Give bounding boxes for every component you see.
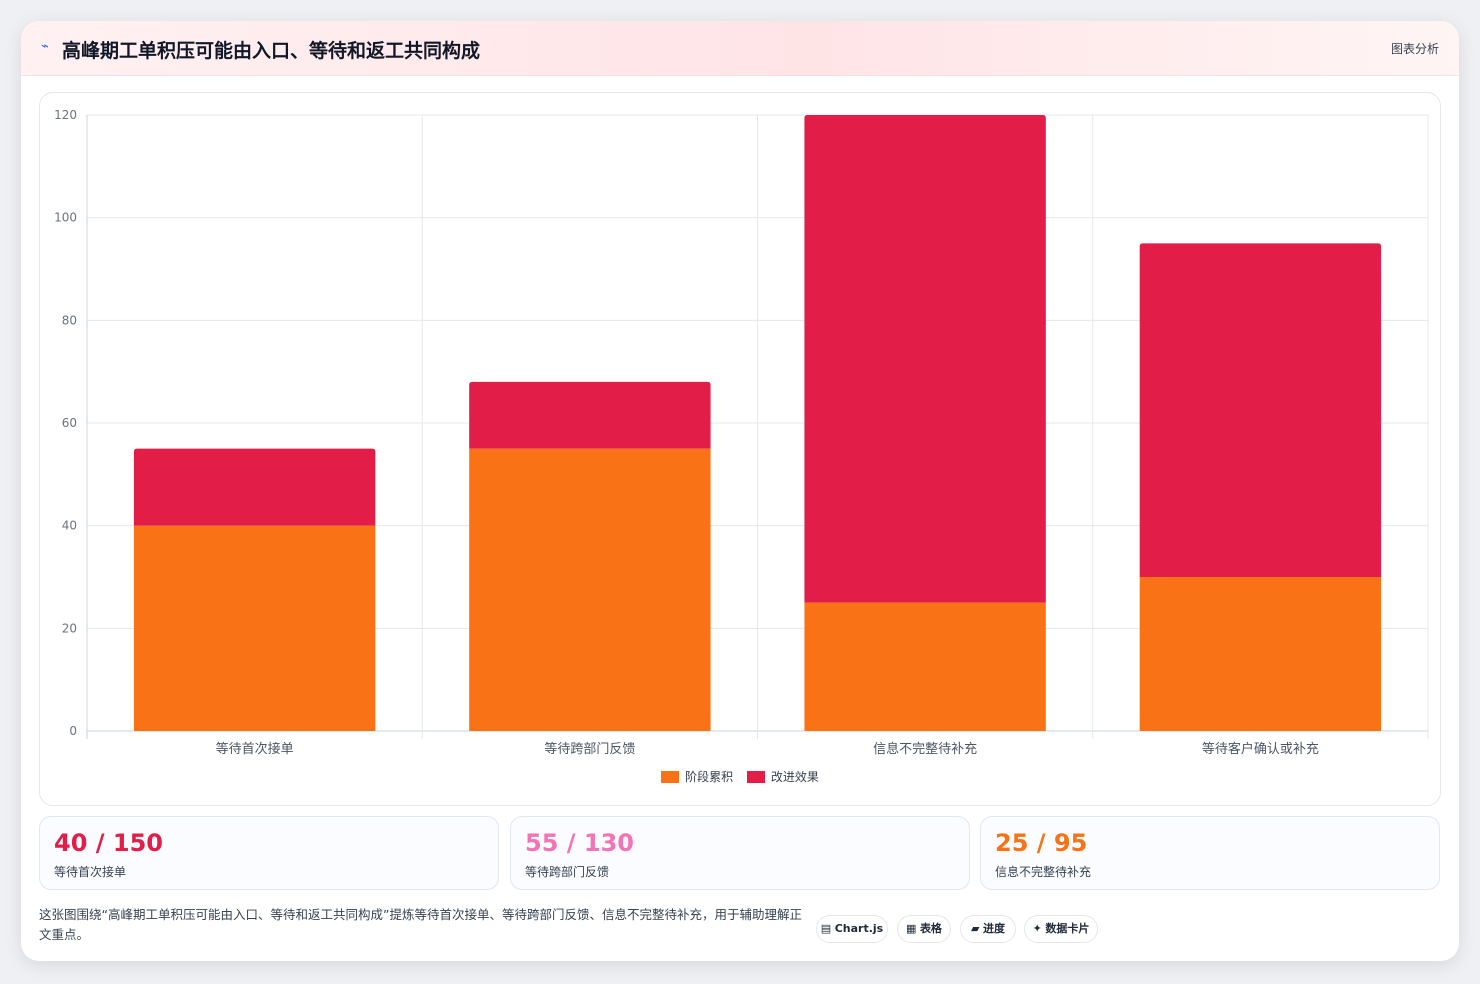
badge-progress[interactable]: ▰ 进度 bbox=[960, 915, 1016, 943]
stat-card: 25 / 95 信息不完整待补充 bbox=[980, 816, 1440, 890]
badge-table[interactable]: ▦ 表格 bbox=[897, 915, 951, 943]
legend-label: 改进效果 bbox=[770, 770, 819, 784]
card-icon: ✦ bbox=[1032, 922, 1046, 935]
x-tick-label: 等待跨部门反馈 bbox=[544, 741, 635, 757]
table-icon: ▦ bbox=[906, 922, 920, 935]
chart-card: ⌁ 高峰期工单积压可能由入口、等待和返工共同构成 图表分析 0 20 40 60 80 1… bbox=[21, 21, 1459, 961]
bar-segment bbox=[133, 448, 376, 526]
x-tick-label: 等待首次接单 bbox=[216, 741, 294, 757]
stat-label: 等待首次接单 bbox=[54, 865, 127, 879]
stat-card: 40 / 150 等待首次接单 bbox=[39, 816, 499, 890]
bar-segment bbox=[469, 381, 711, 449]
card-header: ⌁ 高峰期工单积压可能由入口、等待和返工共同构成 图表分析 bbox=[21, 21, 1459, 76]
x-tick-label: 等待客户确认或补充 bbox=[1202, 741, 1319, 757]
stat-card: 55 / 130 等待跨部门反馈 bbox=[510, 816, 970, 890]
y-tick-label: 100 bbox=[54, 211, 77, 225]
legend-label: 阶段累积 bbox=[685, 770, 734, 784]
bar-segment bbox=[1139, 243, 1382, 578]
y-tick-label: 120 bbox=[54, 108, 77, 122]
badge-chartjs[interactable]: ▤ Chart.js bbox=[816, 915, 888, 943]
chart-description: 这张图围绕“高峰期工单积压可能由入口、等待和返工共同构成”提炼等待首次接单、等待… bbox=[39, 907, 802, 942]
bar-segment bbox=[1139, 577, 1382, 731]
stat-value: 55 / 130 bbox=[525, 829, 634, 857]
y-tick-label: 60 bbox=[62, 416, 77, 430]
legend-item-stage[interactable]: 阶段累积 bbox=[661, 768, 733, 785]
chart-icon: ▤ bbox=[820, 922, 835, 935]
bar-segment bbox=[804, 602, 1046, 731]
stat-value: 25 / 95 bbox=[995, 829, 1088, 857]
stacked-bar-chart: 0 20 40 60 80 100 120 等待首次接单 等待跨部门反馈 信息不完整待补充 等待客户… bbox=[54, 108, 1429, 757]
legend-item-effect[interactable]: 改进效果 bbox=[746, 768, 819, 785]
bar-segment bbox=[469, 448, 711, 731]
chart-container: 0 20 40 60 80 100 120 等待首次接单 等待跨部门反馈 信息不完整待补充 等待客户… bbox=[39, 92, 1441, 806]
bar-segment bbox=[133, 525, 376, 731]
stat-value: 40 / 150 bbox=[54, 829, 163, 857]
y-tick-label: 80 bbox=[62, 313, 77, 327]
stat-cards: 40 / 150 等待首次接单 55 / 130 等待跨部门反馈 25 / 95… bbox=[39, 816, 1441, 890]
legend-swatch bbox=[661, 771, 680, 783]
y-tick-label: 20 bbox=[62, 621, 77, 635]
stat-label: 等待跨部门反馈 bbox=[525, 865, 610, 879]
bar-segment bbox=[804, 115, 1046, 603]
chart-legend: 阶段累积 改进效果 bbox=[40, 768, 1440, 785]
stat-label: 信息不完整待补充 bbox=[995, 865, 1092, 879]
progress-icon: ▰ bbox=[971, 922, 983, 935]
badge-data-card[interactable]: ✦ 数据卡片 bbox=[1024, 915, 1098, 943]
card-title: 高峰期工单积压可能由入口、等待和返工共同构成 bbox=[62, 40, 481, 62]
sparkle-icon: ⌁ bbox=[41, 39, 49, 54]
legend-swatch bbox=[746, 771, 765, 783]
chart-analysis-tag: 图表分析 bbox=[1390, 42, 1439, 56]
y-tick-label: 40 bbox=[62, 519, 77, 533]
x-tick-label: 信息不完整待补充 bbox=[873, 741, 977, 757]
y-tick-label: 0 bbox=[69, 724, 77, 738]
